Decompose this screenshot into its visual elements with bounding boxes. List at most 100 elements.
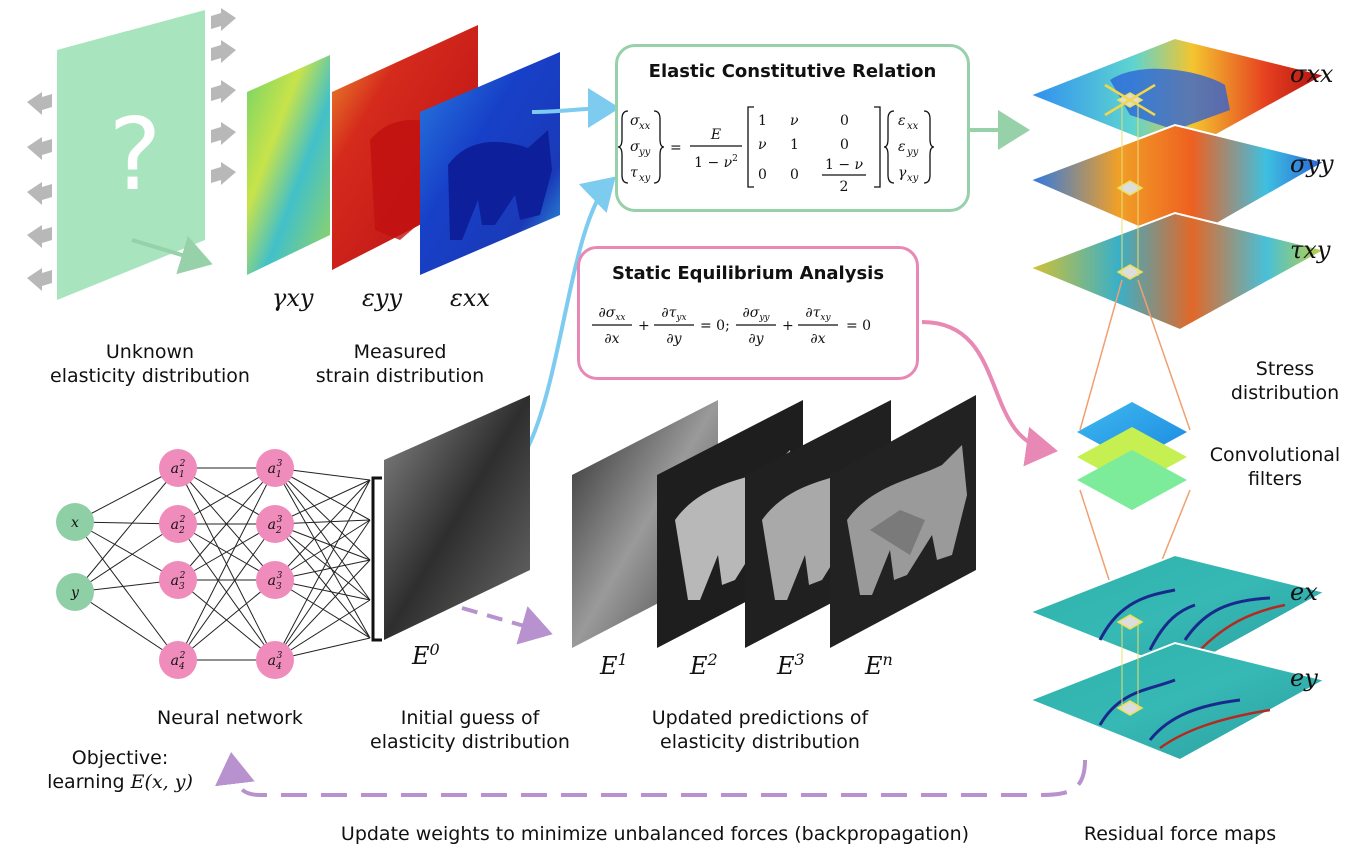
svg-text:xy: xy	[639, 173, 651, 184]
static-equilibrium-box: Static Equilibrium Analysis ∂σxx ∂x + ∂τ…	[577, 246, 919, 380]
left-load-arrows	[27, 92, 52, 291]
elasticity-label-e2: E2	[690, 650, 718, 680]
conv-filters	[1077, 402, 1187, 510]
stress-map-txy	[1027, 211, 1328, 332]
svg-text:∂x: ∂x	[810, 331, 825, 347]
equilibrium-box-title: Static Equilibrium Analysis	[611, 263, 885, 284]
svg-text:yy: yy	[906, 147, 919, 158]
neural-network-label: Neural network	[157, 707, 303, 729]
svg-text:ε: ε	[898, 139, 906, 155]
conv-filter-3	[1077, 450, 1187, 510]
residual-label-ey: ey	[1290, 664, 1318, 692]
residual-map-ey	[1027, 641, 1328, 762]
conv-label-line1: Convolutional	[1209, 444, 1341, 466]
stress-connect-lines	[1121, 103, 1139, 276]
equilibrium-equation: ∂σxx ∂x + ∂τyx ∂y = 0; ∂σyy ∂y + ∂τxy ∂x…	[592, 305, 871, 347]
stress-direction-arrows	[1104, 83, 1156, 117]
elasticity-label-e1: E1	[600, 650, 628, 680]
svg-text:∂σxx: ∂σxx	[599, 305, 626, 323]
right-load-arrows	[211, 8, 236, 185]
unknown-label-line2: elasticity distribution	[50, 365, 250, 387]
residual-kernel-ex	[1116, 614, 1144, 630]
nn-hidden1-node-4-label: a42	[171, 651, 186, 672]
svg-text:∂y: ∂y	[666, 331, 682, 347]
updated-label-line2: elasticity distribution	[660, 731, 860, 753]
elasticity-label-e3: E3	[777, 650, 805, 680]
residual-maps	[1027, 553, 1328, 762]
svg-text:=: =	[670, 140, 682, 156]
nn-hidden1-node-4	[159, 641, 197, 679]
measured-strain-label: Measured strain distribution	[290, 340, 510, 388]
measured-label-line1: Measured	[353, 341, 447, 363]
svg-text:xy: xy	[907, 173, 919, 184]
nn-input-y	[56, 573, 94, 611]
svg-text:∂τyx: ∂τyx	[661, 305, 686, 323]
neural-network: x y a12 a22 a32 a42 a13 a23 a33 a43	[56, 449, 371, 679]
nn-hidden1-node-1-label: a12	[171, 459, 186, 480]
unknown-elasticity-panel	[27, 8, 236, 300]
nn-hidden1-node-3	[159, 561, 197, 599]
stress-label-line2: distribution	[1230, 382, 1340, 404]
nn-hidden2-node-4-label: a43	[268, 651, 283, 672]
initial-label-line1: Initial guess of	[400, 707, 540, 729]
svg-text:1 − ν2: 1 − ν2	[694, 154, 738, 171]
nn-input-x-label: x	[71, 515, 79, 531]
nn-hidden1-node-3-label: a32	[171, 571, 186, 592]
svg-text:ν: ν	[790, 113, 799, 129]
svg-text:σ: σ	[630, 113, 640, 129]
unknown-to-strain-arrow	[131, 235, 213, 275]
nn-hidden1-node-2	[159, 505, 197, 543]
residual-label-ex: ex	[1290, 578, 1318, 606]
svg-text:ν: ν	[758, 137, 767, 153]
strain-maps	[247, 25, 560, 275]
svg-text:0: 0	[758, 167, 767, 183]
backprop-arrow	[215, 752, 1087, 797]
update-weights-label: Update weights to minimize unbalanced fo…	[340, 823, 970, 845]
stress-bear-sxx	[1110, 68, 1230, 130]
svg-text:∂σyy: ∂σyy	[743, 305, 771, 323]
residual-connect-lines	[1121, 625, 1139, 711]
svg-text:τ: τ	[630, 165, 638, 181]
stress-kernel-syy	[1116, 180, 1144, 196]
conv-label-line2: filters	[1247, 468, 1303, 490]
measured-label-line2: strain distribution	[315, 365, 485, 387]
updated-label-line1: Updated predictions of	[651, 707, 869, 729]
unknown-plate	[57, 10, 205, 300]
objective-text: learning	[47, 771, 125, 793]
svg-text:∂x: ∂x	[604, 331, 619, 347]
nn-hidden2-node-2	[256, 505, 294, 543]
svg-text:σ: σ	[630, 139, 640, 155]
svg-text:xx: xx	[639, 121, 651, 132]
strain-to-elastic-arrow	[531, 88, 620, 129]
nn-hidden2-node-1-label: a13	[268, 459, 283, 480]
stress-map-syy	[1027, 123, 1328, 247]
strain-bear-exx	[448, 130, 552, 240]
nn-hidden2-node-4	[256, 641, 294, 679]
svg-text:1: 1	[790, 137, 799, 153]
elasticity-bear-en-patch	[870, 510, 925, 555]
output-bracket	[371, 476, 382, 642]
svg-text:yy: yy	[638, 147, 651, 158]
stress-kernel-txy	[1116, 264, 1144, 280]
elasticity-map-e0	[384, 395, 530, 640]
svg-text:γ: γ	[898, 165, 907, 181]
initial-guess-label: Initial guess of elasticity distribution	[355, 706, 585, 754]
strain-map-gxy	[247, 55, 330, 275]
conv-filters-label: Convolutional filters	[1200, 443, 1350, 491]
question-mark: ?	[108, 96, 162, 213]
objective-label-line2: learning E(x, y)	[20, 770, 220, 794]
svg-text:0: 0	[840, 113, 849, 129]
residual-edges-ey-red	[1159, 708, 1271, 750]
nn-hidden2-node-3-label: a33	[268, 571, 283, 592]
nn-input-y-label: y	[70, 585, 80, 601]
unknown-label-line1: Unknown	[105, 341, 195, 363]
objective-math: E(x, y)	[130, 771, 193, 793]
svg-text:= 0;: = 0;	[700, 318, 730, 334]
svg-text:+: +	[638, 318, 650, 334]
stress-label-txy: τxy	[1290, 236, 1331, 264]
e0-to-e1-arrow	[461, 606, 553, 645]
svg-text:= 0: = 0	[846, 318, 871, 334]
